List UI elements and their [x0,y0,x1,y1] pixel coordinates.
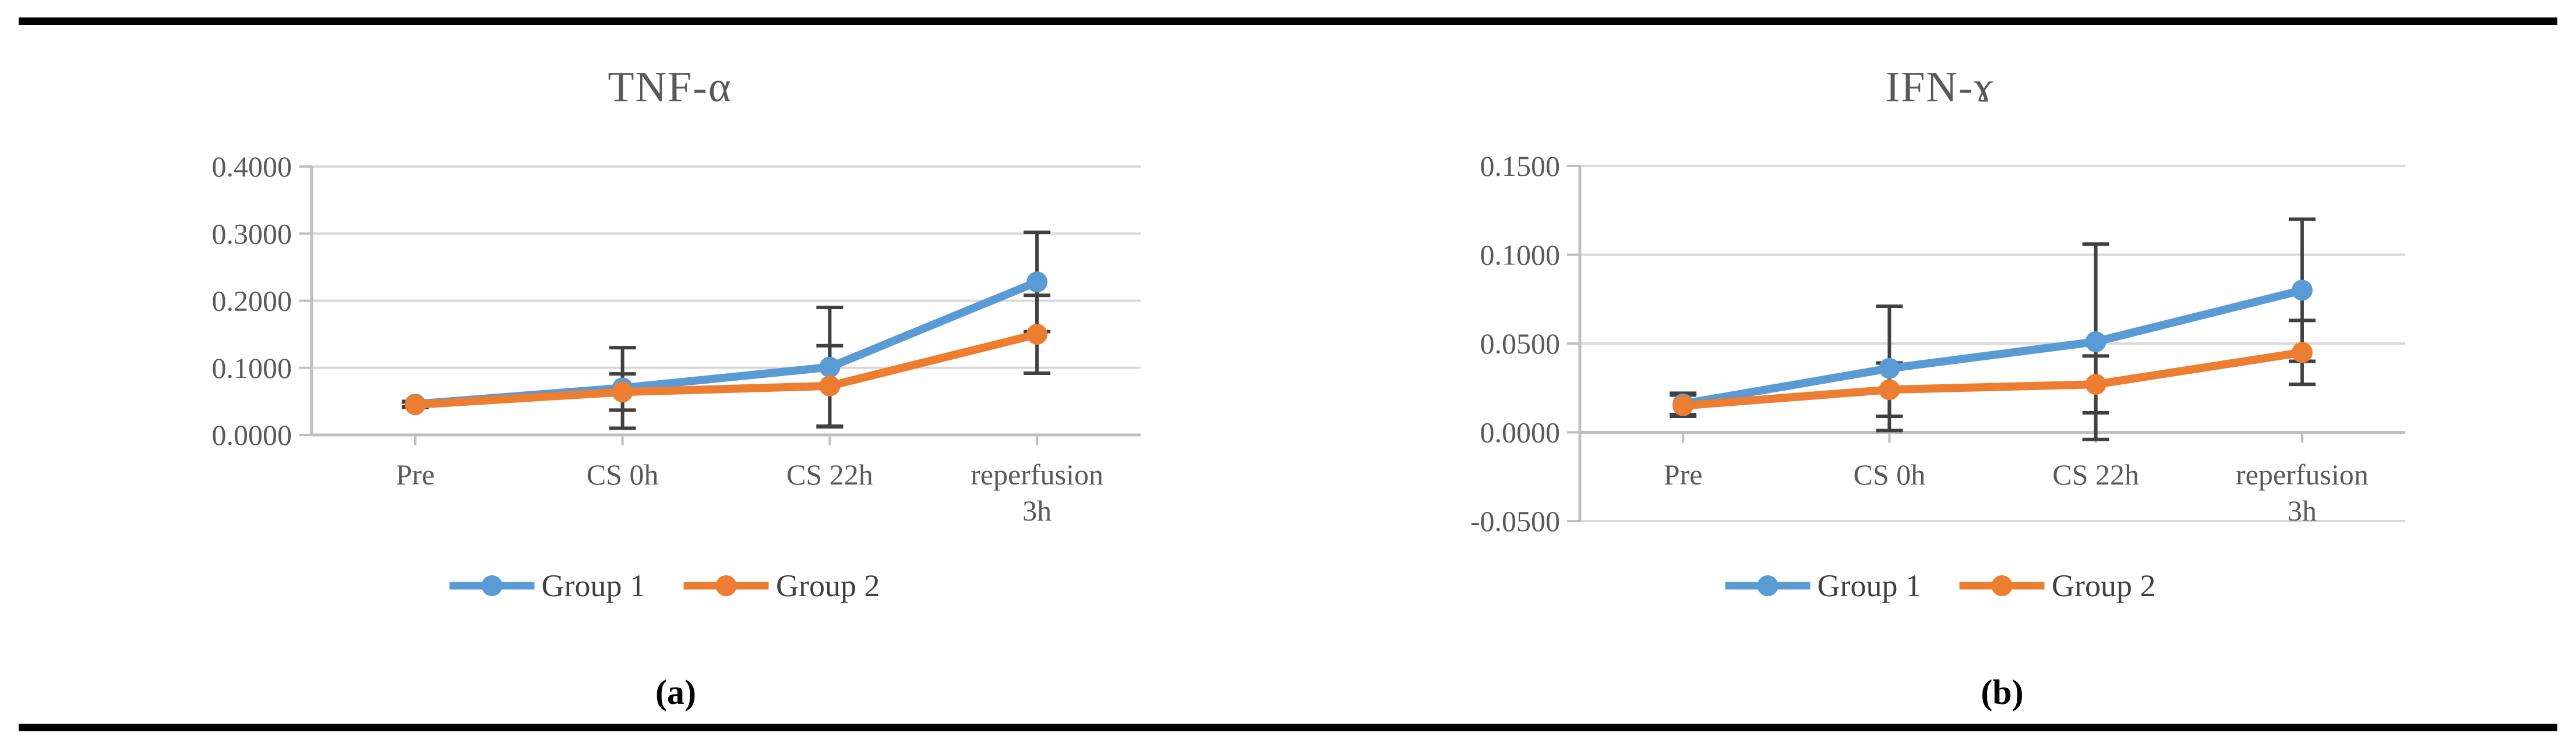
x-category-label: Pre [1664,458,1703,491]
legend-label: Group 2 [2052,568,2156,603]
legend-label: Group 2 [776,568,880,603]
y-tick-label: 0.3000 [212,217,292,250]
top-border-rule [19,17,2557,25]
legend-item-group-1: Group 1 [1724,568,1921,604]
x-category-label: 3h [2288,494,2317,527]
legend-marker-icon [684,575,769,596]
legend-marker-icon [1960,575,2045,596]
x-category-label: CS 22h [2052,458,2139,491]
data-point-marker-group-2 [404,394,426,416]
y-tick-label: 0.0000 [1480,416,1561,449]
y-tick-label: 0.1500 [1480,150,1561,182]
legend-item-group-2: Group 2 [683,568,880,604]
data-point-marker-group-2 [1879,379,1900,401]
series-line-group-2 [411,330,1042,409]
data-point-marker-group-2 [1026,324,1048,345]
y-tick-label: 0.0000 [212,419,292,451]
y-tick-label: 0.2000 [212,285,292,317]
y-tick-label: 0.4000 [212,150,292,183]
data-point-marker-group-2 [612,381,633,403]
data-point-marker-group-1 [2291,279,2313,301]
y-tick-label: -0.0500 [1470,505,1560,537]
legend-label: Group 1 [541,568,645,603]
chart-title-ifn-gamma: IFN-ɤ [1885,63,1995,111]
data-point-marker-group-1 [2085,331,2106,352]
series-line-group-1 [1679,286,2306,408]
data-point-marker-group-1 [1879,357,1900,379]
bottom-border-rule [19,724,2557,731]
series-line-group-2 [1679,348,2306,410]
data-point-marker-group-1 [1026,271,1048,293]
x-category-label: CS 0h [1854,458,1926,491]
legend-label: Group 1 [1817,568,1921,603]
data-point-marker-group-2 [819,375,841,396]
legend-tnf-alpha: Group 1 Group 2 [449,568,880,604]
x-category-label: CS 0h [587,458,659,491]
data-point-marker-group-2 [1672,395,1694,416]
legend-marker-icon [449,575,535,596]
data-point-marker-group-1 [819,356,841,378]
legend-item-group-2: Group 2 [1959,568,2155,604]
chart-title-tnf-alpha: TNF-α [608,63,732,111]
legend-item-group-1: Group 1 [449,568,645,604]
y-tick-label: 0.1000 [1480,239,1561,271]
legend-ifn-gamma: Group 1 Group 2 [1724,568,2155,604]
x-category-label: 3h [1022,494,1051,527]
x-category-label: Pre [396,458,435,491]
caption-a: (a) [655,673,696,711]
x-category-label: CS 22h [786,458,873,491]
x-category-label: reperfusion [2236,458,2369,491]
y-tick-label: 0.0500 [1480,327,1561,360]
x-category-label: reperfusion [971,458,1103,491]
y-tick-label: 0.1000 [212,352,292,384]
caption-b: (b) [1981,673,2024,711]
data-point-marker-group-2 [2085,374,2106,395]
legend-marker-icon [1725,575,1811,596]
data-point-marker-group-2 [2291,342,2313,363]
